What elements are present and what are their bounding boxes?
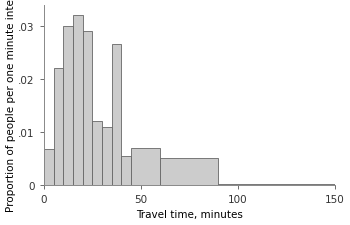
Bar [102, 127, 112, 185]
Bar [92, 122, 102, 185]
Bar [131, 148, 160, 185]
Bar [121, 156, 131, 185]
Bar [160, 159, 218, 185]
Bar [112, 45, 121, 185]
X-axis label: Travel time, minutes: Travel time, minutes [136, 209, 243, 219]
Bar [54, 69, 63, 185]
Bar [83, 32, 92, 185]
Bar [218, 184, 335, 185]
Bar [44, 150, 54, 185]
Bar [63, 27, 73, 185]
Y-axis label: Proportion of people per one minute interval: Proportion of people per one minute inte… [6, 0, 15, 211]
Bar [73, 16, 83, 185]
